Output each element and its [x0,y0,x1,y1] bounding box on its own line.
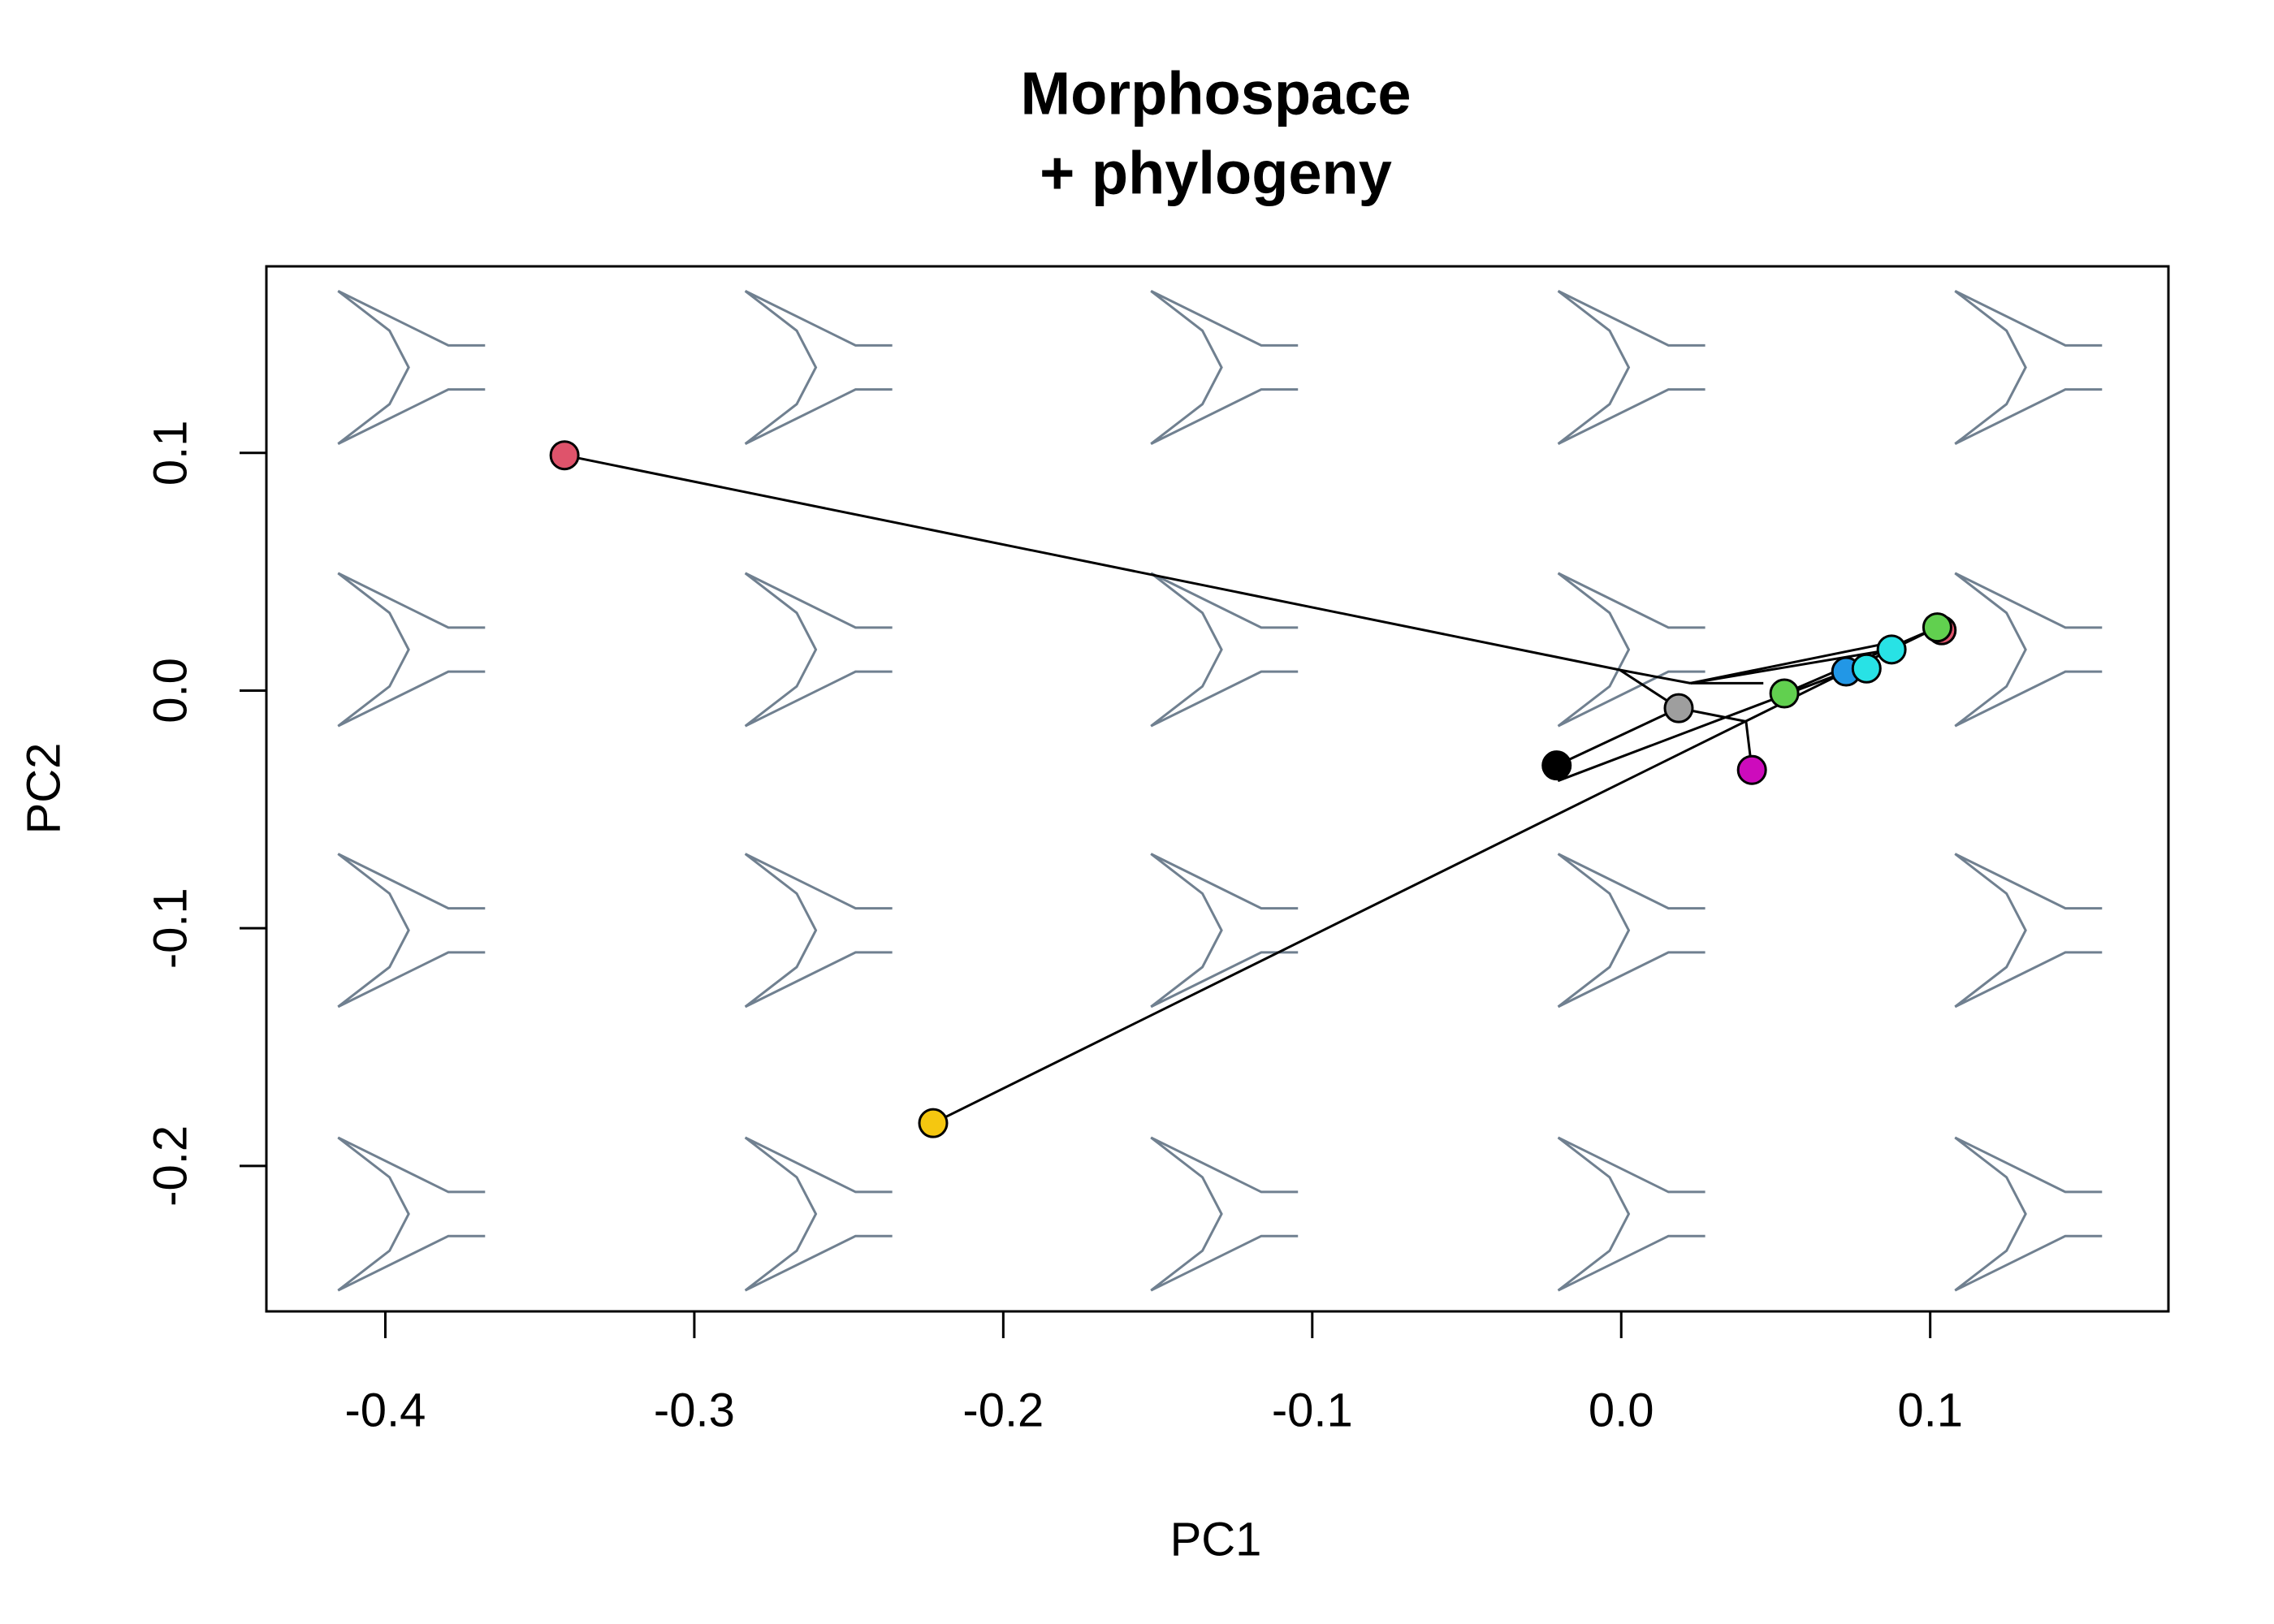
shape-outline [337,853,486,1009]
x-tick-label: -0.2 [962,1384,1044,1436]
shape-outline [1557,290,1706,445]
shape-outline [337,290,486,445]
point [1851,653,1882,684]
x-tick-label: -0.4 [344,1384,426,1436]
branch [932,670,1847,1125]
x-tick-label: 0.1 [1897,1384,1963,1436]
point [1769,678,1800,709]
point [1736,754,1767,785]
shape-outline [744,1136,893,1292]
point [918,1108,949,1138]
branch [1556,706,1680,767]
x-tick-label: -0.3 [654,1384,735,1436]
branch [1690,640,1896,685]
shape-outline [1954,290,2103,445]
shape-outline [744,853,893,1009]
y-tick-label: -0.1 [144,888,197,969]
x-axis-label: PC1 [1170,1513,1262,1566]
shape-outline [1557,572,1706,728]
x-tick-label: -0.1 [1272,1384,1353,1436]
x-tick-label: 0.0 [1589,1384,1654,1436]
shape-outline [744,290,893,445]
shape-outline [337,1136,486,1292]
point [549,440,580,471]
chart-title: + phylogeny [1040,140,1392,207]
point [1922,612,1952,643]
shape-outline [337,572,486,728]
point [1663,693,1694,723]
y-tick-label: -0.2 [144,1125,197,1207]
branch [564,454,1620,672]
shape-outline [1150,853,1299,1009]
branch [1619,668,1691,685]
shape-outline [1150,290,1299,445]
shape-outline [1150,572,1299,728]
shape-outline [1954,853,2103,1009]
shape-outline [1557,1136,1706,1292]
point [1876,634,1907,665]
shape-outline [1954,1136,2103,1292]
point [1541,750,1572,781]
shape-outline [1954,572,2103,728]
branch [1557,670,1847,783]
y-axis-label: PC2 [17,743,70,835]
shape-outline [744,572,893,728]
y-tick-label: 0.0 [144,658,197,723]
chart-title: Morphospace [1020,60,1411,127]
y-tick-label: 0.1 [144,420,197,486]
shape-outline [1150,1136,1299,1292]
shape-outline [1557,853,1706,1009]
plot-frame [265,265,2170,1313]
